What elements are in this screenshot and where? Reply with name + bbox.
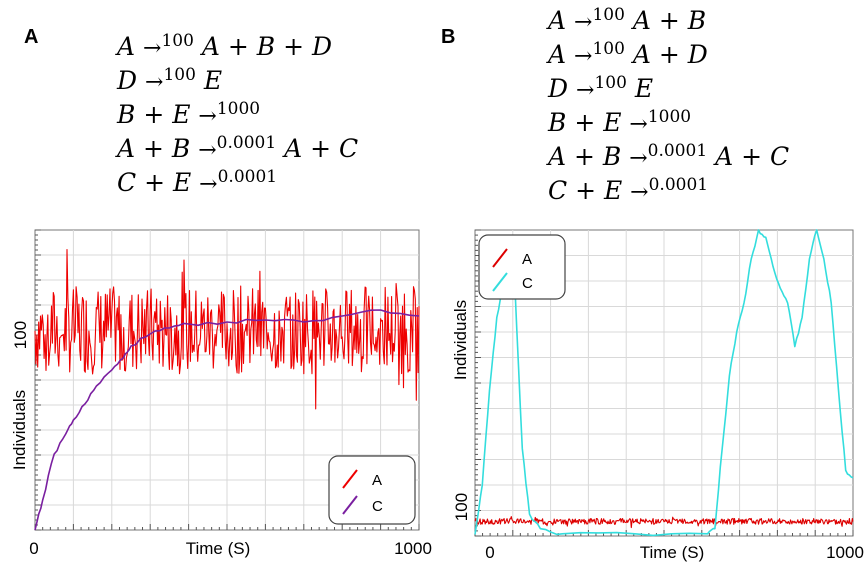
reaction-6: C + E →0.0001 bbox=[548, 174, 789, 208]
reaction-rate: 1000 bbox=[216, 99, 261, 119]
reaction-rhs: E bbox=[195, 66, 223, 95]
chart-b-xtick-1000: 1000 bbox=[826, 543, 864, 562]
reaction-rate: 1000 bbox=[647, 107, 692, 127]
reaction-5: C + E →0.0001 bbox=[117, 166, 358, 200]
chart-a-legend-label-c: C bbox=[372, 498, 383, 515]
reaction-lhs: D bbox=[548, 74, 576, 103]
reaction-arrow: → bbox=[199, 172, 218, 197]
reaction-rate: 100 bbox=[592, 5, 625, 25]
reaction-rate: 100 bbox=[161, 31, 194, 51]
panel-b-label: B bbox=[441, 26, 456, 48]
reaction-arrow: → bbox=[574, 44, 593, 69]
chart-a-legend: A C bbox=[328, 455, 416, 525]
chart-a-legend-box bbox=[328, 455, 416, 525]
reaction-arrow: → bbox=[145, 70, 164, 95]
chart-b-legend-swatch-c bbox=[492, 272, 508, 292]
chart-b-ytick-100: 100 bbox=[452, 493, 471, 521]
reaction-lhs: D bbox=[117, 66, 145, 95]
reaction-5: A + B →0.0001 A + C bbox=[548, 140, 789, 174]
chart-a-xtick-1000: 1000 bbox=[394, 539, 432, 558]
reaction-arrow: → bbox=[143, 36, 162, 61]
reaction-lhs: C + E bbox=[548, 176, 631, 205]
reaction-lhs: A bbox=[117, 32, 144, 61]
series-line-a bbox=[34, 249, 420, 410]
reaction-3: D →100 E bbox=[548, 72, 789, 106]
reaction-rhs: A + B + D bbox=[193, 32, 333, 61]
reaction-rate: 0.0001 bbox=[647, 141, 708, 161]
chart-b-legend-box bbox=[478, 234, 566, 300]
reaction-rate: 100 bbox=[594, 73, 627, 93]
chart-a-ytick-100: 100 bbox=[11, 321, 30, 349]
reaction-arrow: → bbox=[629, 112, 648, 137]
chart-b-xtick-0: 0 bbox=[485, 543, 494, 562]
reaction-1: A →100 A + B + D bbox=[117, 30, 358, 64]
series-line-a bbox=[474, 516, 854, 529]
reaction-4: A + B →0.0001 A + C bbox=[117, 132, 358, 166]
series-line-c bbox=[34, 309, 420, 531]
reaction-arrow: → bbox=[576, 78, 595, 103]
reaction-1: A →100 A + B bbox=[548, 4, 789, 38]
reaction-rate: 100 bbox=[163, 65, 196, 85]
chart-a-grid bbox=[35, 230, 419, 530]
reaction-lhs: B + E bbox=[548, 108, 630, 137]
reaction-rate: 0.0001 bbox=[648, 175, 709, 195]
reaction-lhs: A + B bbox=[548, 142, 630, 171]
chart-b: 100 Individuals 0 1000 Time (S) A C bbox=[451, 229, 864, 562]
reaction-rate: 0.0001 bbox=[217, 167, 278, 187]
chart-b-ylabel: Individuals bbox=[451, 300, 470, 380]
reaction-arrow: → bbox=[629, 146, 648, 171]
chart-b-legend: A C bbox=[478, 234, 566, 300]
chart-a-legend-swatch-a bbox=[342, 469, 358, 489]
reaction-lhs: A bbox=[548, 6, 575, 35]
reaction-rhs: A + C bbox=[707, 142, 790, 171]
chart-b-legend-swatch-a bbox=[492, 248, 508, 268]
reaction-rate: 100 bbox=[592, 39, 625, 59]
reaction-rhs: A + B bbox=[624, 6, 707, 35]
panel-a-label: A bbox=[24, 26, 39, 48]
chart-a: 100 Individuals 0 1000 Time (S) A C bbox=[10, 229, 432, 558]
reaction-lhs: A + B bbox=[117, 134, 199, 163]
chart-a-xtick-0: 0 bbox=[29, 539, 38, 558]
chart-a-legend-label-a: A bbox=[372, 472, 382, 489]
chart-b-legend-label-c: C bbox=[522, 275, 533, 292]
reaction-rhs: A + C bbox=[276, 134, 359, 163]
reaction-arrow: → bbox=[630, 180, 649, 205]
reaction-rhs: E bbox=[626, 74, 654, 103]
reaction-3: B + E →1000 bbox=[117, 98, 358, 132]
reaction-rhs: A + D bbox=[624, 40, 708, 69]
chart-a-ylabel: Individuals bbox=[10, 390, 29, 470]
reaction-lhs: C + E bbox=[117, 168, 200, 197]
chart-a-xlabel: Time (S) bbox=[186, 539, 251, 558]
reaction-lhs: B + E bbox=[117, 100, 199, 129]
reaction-2: D →100 E bbox=[117, 64, 358, 98]
chart-a-series bbox=[34, 249, 420, 531]
chart-b-legend-label-a: A bbox=[522, 251, 532, 268]
reaction-arrow: → bbox=[198, 104, 217, 129]
reaction-4: B + E →1000 bbox=[548, 106, 789, 140]
reaction-rate: 0.0001 bbox=[216, 133, 277, 153]
reaction-lhs: A bbox=[548, 40, 575, 69]
reaction-2: A →100 A + D bbox=[548, 38, 789, 72]
reaction-arrow: → bbox=[574, 10, 593, 35]
chart-b-xlabel: Time (S) bbox=[640, 543, 705, 562]
reaction-arrow: → bbox=[198, 138, 217, 163]
chart-a-legend-swatch-c bbox=[342, 495, 358, 515]
